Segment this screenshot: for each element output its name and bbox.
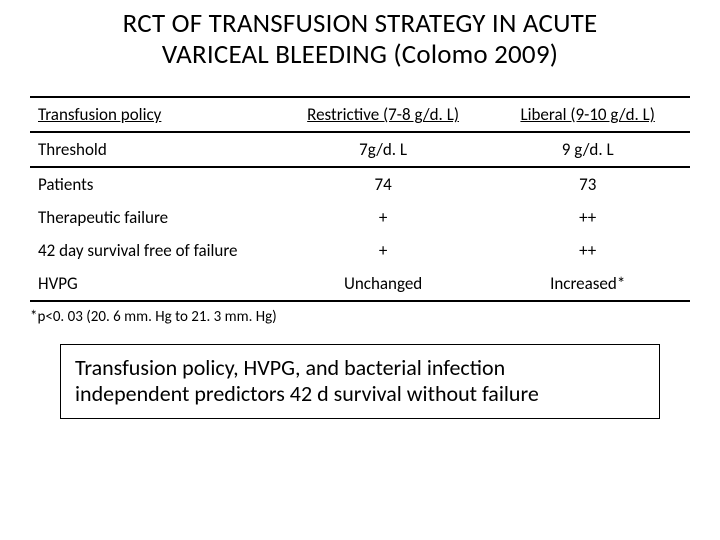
cell-restrictive: Unchanged [281,267,486,301]
cell-label: HVPG [30,267,281,301]
slide: RCT OF TRANSFUSION STRATEGY IN ACUTE VAR… [0,0,720,540]
table-header-row: Transfusion policy Restrictive (7-8 g/d.… [30,97,690,132]
cell-liberal: ++ [485,201,690,234]
callout-box: Transfusion policy, HVPG, and bacterial … [60,344,660,419]
table-row: 42 day survival free of failure + ++ [30,234,690,267]
header-policy: Transfusion policy [30,97,281,132]
cell-label: 42 day survival free of failure [30,234,281,267]
callout-line-2: independent predictors 42 d survival wit… [75,380,539,407]
footnote: *p<0. 03 (20. 6 mm. Hg to 21. 3 mm. Hg) [30,308,690,326]
cell-label: Patients [30,167,281,201]
callout-line-1: Transfusion policy, HVPG, and bacterial … [75,354,505,381]
cell-restrictive: + [281,201,486,234]
title-line-1: RCT OF TRANSFUSION STRATEGY IN ACUTE [123,7,598,40]
cell-restrictive: 74 [281,167,486,201]
cell-liberal: 9 g/d. L [485,132,690,167]
cell-liberal: Increased* [485,267,690,301]
table-row: Threshold 7g/d. L 9 g/d. L [30,132,690,167]
slide-title: RCT OF TRANSFUSION STRATEGY IN ACUTE VAR… [30,8,690,70]
cell-restrictive: + [281,234,486,267]
header-restrictive: Restrictive (7-8 g/d. L) [281,97,486,132]
cell-label: Therapeutic failure [30,201,281,234]
table-row: Therapeutic failure + ++ [30,201,690,234]
cell-restrictive: 7g/d. L [281,132,486,167]
title-line-2: VARICEAL BLEEDING (Colomo 2009) [162,38,558,71]
data-table: Transfusion policy Restrictive (7-8 g/d.… [30,96,690,302]
header-liberal: Liberal (9-10 g/d. L) [485,97,690,132]
cell-label: Threshold [30,132,281,167]
table-row: HVPG Unchanged Increased* [30,267,690,301]
cell-liberal: ++ [485,234,690,267]
table-row: Patients 74 73 [30,167,690,201]
cell-liberal: 73 [485,167,690,201]
